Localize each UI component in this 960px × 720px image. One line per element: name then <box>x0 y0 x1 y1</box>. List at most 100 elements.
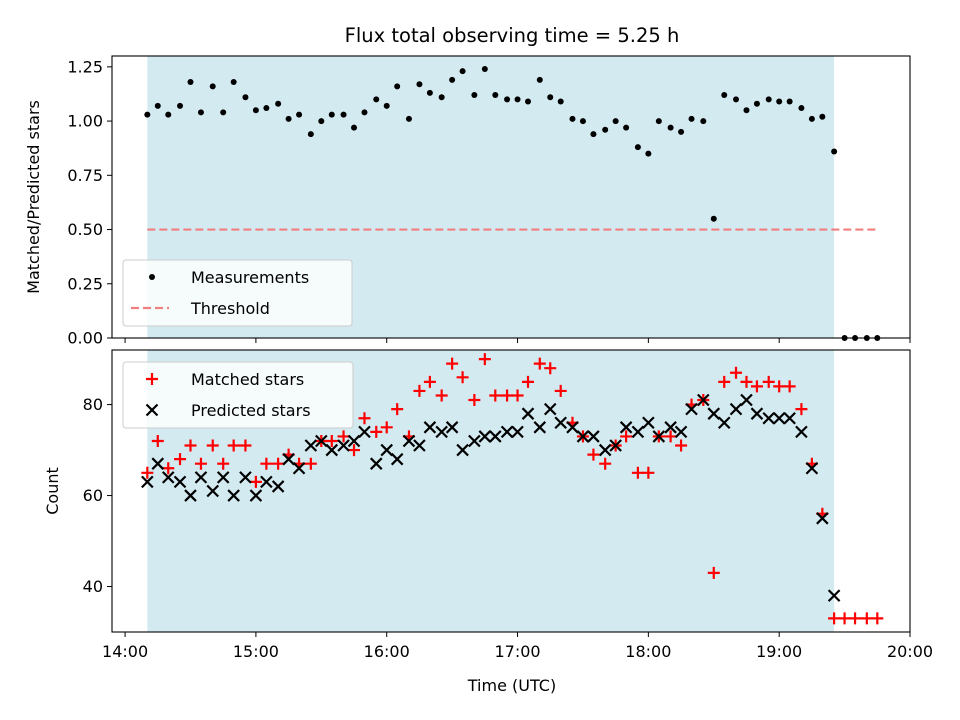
data-point <box>325 443 339 457</box>
data-point <box>707 566 720 579</box>
axes-frame <box>111 55 911 339</box>
data-point <box>416 81 423 88</box>
data-point <box>623 124 630 131</box>
data-point <box>230 79 237 86</box>
data-point <box>642 466 655 479</box>
chart-title: Flux total observing time = 5.25 h <box>345 24 680 47</box>
data-point <box>579 118 586 125</box>
data-point <box>209 83 216 90</box>
data-point <box>762 411 775 425</box>
data-point <box>602 126 609 133</box>
data-point <box>730 366 743 379</box>
data-point <box>753 100 760 107</box>
data-point <box>631 466 644 479</box>
y-tick-label: 0.25 <box>67 274 103 293</box>
data-point <box>827 589 841 602</box>
data-point <box>471 92 478 99</box>
data-point <box>275 100 282 107</box>
data-point <box>249 489 263 502</box>
data-point <box>337 439 350 452</box>
data-point <box>478 430 492 443</box>
series-predicted-stars <box>141 393 841 602</box>
data-point <box>184 489 197 502</box>
data-point <box>612 118 619 125</box>
data-point <box>750 407 764 420</box>
data-point <box>849 612 862 625</box>
data-point <box>576 430 590 443</box>
data-point <box>619 421 633 434</box>
data-point <box>772 411 786 425</box>
data-point <box>590 131 597 138</box>
data-point <box>642 416 655 430</box>
data-point <box>165 111 172 118</box>
legend: Measurements Threshold <box>122 259 353 327</box>
y-tick-label: 1.25 <box>67 57 103 76</box>
data-point <box>533 357 546 370</box>
data-point <box>554 384 567 397</box>
data-point <box>174 453 187 466</box>
data-point <box>468 434 481 448</box>
data-point <box>141 475 154 489</box>
data-point <box>337 430 350 443</box>
data-point <box>351 124 358 131</box>
data-point <box>871 612 884 625</box>
data-point <box>762 375 775 388</box>
legend: Matched stars Predicted stars <box>122 361 354 429</box>
data-point <box>197 109 204 116</box>
data-point <box>263 105 270 112</box>
data-point <box>721 92 728 99</box>
data-point <box>489 389 502 402</box>
data-point <box>307 131 314 138</box>
data-point <box>631 425 645 439</box>
data-point <box>674 425 688 439</box>
data-point <box>296 111 303 118</box>
data-point <box>733 96 740 103</box>
y-axis-label: Count <box>43 467 62 515</box>
data-point <box>599 457 612 470</box>
data-point <box>361 109 368 116</box>
data-point <box>328 111 335 118</box>
data-point <box>370 425 383 438</box>
y-tick-label: 0.75 <box>67 166 103 185</box>
data-point <box>598 443 612 457</box>
data-point <box>340 111 347 118</box>
data-point <box>557 98 564 105</box>
data-point <box>358 425 371 439</box>
data-point <box>511 389 524 402</box>
legend-label: Measurements <box>191 268 309 287</box>
data-point <box>206 439 219 452</box>
data-point <box>533 421 547 434</box>
data-point <box>162 462 175 475</box>
data-point <box>664 430 677 443</box>
data-point <box>402 434 416 448</box>
data-point <box>272 457 285 470</box>
legend-box <box>122 259 353 327</box>
data-point <box>151 457 165 470</box>
data-point <box>173 475 187 489</box>
data-point <box>194 457 207 470</box>
top-panel-ratio: 0.00 0.25 0.50 0.75 1.00 1.25 Matched/Predicte… <box>24 55 911 348</box>
data-point <box>141 466 154 479</box>
data-point <box>423 421 437 434</box>
data-point <box>525 98 532 105</box>
data-point <box>685 402 698 416</box>
data-point <box>645 150 652 157</box>
data-point <box>194 471 208 484</box>
x-tick-label: 18:00 <box>625 642 671 661</box>
x-tick-label: 16:00 <box>364 642 410 661</box>
x-tick-label: 20:00 <box>887 642 933 661</box>
data-point <box>478 353 491 366</box>
data-point <box>566 421 579 434</box>
data-point <box>239 471 252 484</box>
data-point <box>445 421 459 434</box>
data-point <box>609 439 622 452</box>
data-point <box>252 107 259 114</box>
data-point <box>740 375 753 388</box>
data-point <box>413 384 426 397</box>
data-point <box>697 393 710 407</box>
x-tick-label: 14:00 <box>102 642 148 661</box>
data-point <box>860 612 873 625</box>
x-tick-label: 19:00 <box>756 642 802 661</box>
series-matched-stars <box>141 353 884 625</box>
data-point <box>717 416 731 430</box>
